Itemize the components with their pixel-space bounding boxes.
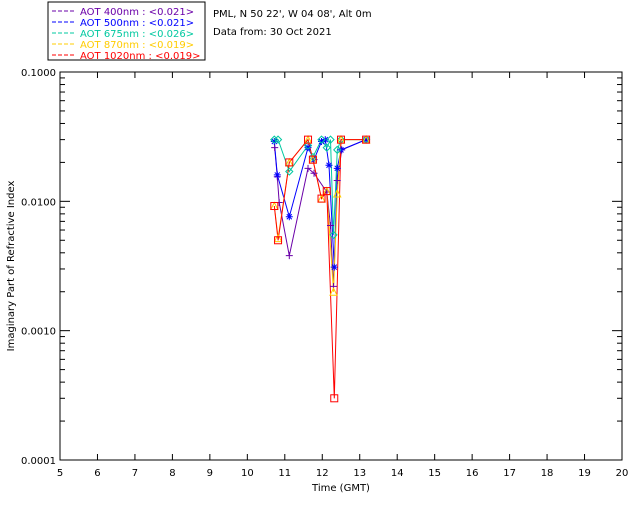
x-tick-label: 18: [541, 468, 554, 479]
data-point-star: [333, 164, 341, 172]
x-tick-label: 5: [57, 468, 63, 479]
y-axis-label: Imaginary Part of Refractive Index: [6, 181, 17, 352]
data-point-triangle: [273, 233, 283, 243]
data-point-square: [308, 155, 317, 164]
plot-frame: [59, 71, 623, 461]
y-tick-label: 0.0100: [21, 197, 56, 208]
data-point-square: [362, 135, 371, 144]
data-point-plus: [327, 222, 335, 230]
x-tick-label: 20: [616, 468, 629, 479]
plot-area: 5 6 7 8 9 10 11 12 13 14 15 16 17 18 19 20 0.0001 0.0010…: [21, 68, 628, 479]
data-point-triangle: [332, 188, 342, 198]
x-axis-label: Time (GMT): [311, 483, 370, 494]
y-axis: 0.0001 0.0010 0.0100 0.1000: [21, 68, 622, 467]
series-line-1: [274, 139, 367, 287]
data-point-plus: [285, 252, 293, 260]
data-point-diamond: [270, 135, 279, 144]
data-point-square: [330, 394, 339, 403]
data-point-star: [304, 144, 312, 152]
x-tick-label: 14: [391, 468, 404, 479]
data-point-diamond: [317, 135, 326, 144]
data-point-square: [304, 135, 313, 144]
data-point-plus: [333, 176, 341, 184]
data-point-plus: [304, 164, 312, 172]
data-point-star: [318, 138, 326, 146]
data-point-star: [270, 138, 278, 146]
data-point-square: [274, 236, 283, 245]
data-point-star: [325, 161, 333, 169]
x-tick-label: 8: [169, 468, 175, 479]
x-tick-label: 9: [207, 468, 213, 479]
data-point-star: [285, 213, 293, 221]
y-tick-label: 0.1000: [21, 68, 56, 79]
x-axis: 5 6 7 8 9 10 11 12 13 14 15 16 17 18 19 20: [57, 72, 629, 479]
location-label: PML, N 50 22', W 04 08', Alt 0m: [213, 9, 372, 20]
legend-label: AOT 870nm : <0.019>: [80, 40, 194, 51]
data-point-diamond: [303, 141, 313, 150]
x-tick-label: 11: [278, 468, 291, 479]
data-point-diamond: [285, 167, 294, 176]
legend: AOT 400nm : <0.021>AOT 500nm : <0.021>AO…: [47, 1, 206, 62]
x-tick-label: 19: [578, 468, 591, 479]
x-tick-label: 6: [94, 468, 100, 479]
series-line-3: [274, 138, 367, 235]
x-tick-label: 12: [316, 468, 329, 479]
data-point-star: [362, 136, 370, 144]
x-tick-label: 13: [353, 468, 366, 479]
y-tick-label: 0.0001: [21, 456, 56, 467]
legend-label: AOT 400nm : <0.021>: [80, 7, 194, 18]
data-point-diamond: [329, 230, 338, 240]
data-point-star: [330, 263, 338, 271]
x-tick-label: 17: [503, 468, 516, 479]
data-point-plus: [310, 169, 318, 177]
data-point-diamond: [326, 135, 335, 144]
series-lines: [273, 138, 367, 399]
legend-label: AOT 500nm : <0.021>: [80, 18, 194, 29]
data-point-diamond: [273, 135, 283, 144]
data-point-plus: [271, 144, 279, 152]
legend-label: AOT 675nm : <0.026>: [80, 29, 194, 40]
x-tick-label: 7: [132, 468, 138, 479]
x-tick-label: 16: [466, 468, 479, 479]
data-point-diamond: [333, 145, 342, 155]
x-tick-label: 10: [241, 468, 254, 479]
y-tick-label: 0.0010: [21, 327, 56, 338]
data-point-square: [322, 187, 331, 196]
data-point-square: [337, 135, 345, 144]
data-point-star: [273, 171, 281, 179]
data-point-square: [317, 194, 326, 203]
date-label: Data from: 30 Oct 2021: [213, 27, 332, 38]
series-markers: [270, 135, 371, 403]
data-point-square: [285, 158, 294, 167]
data-point-diamond: [322, 143, 331, 152]
x-tick-label: 15: [428, 468, 441, 479]
legend-label: AOT 1020nm : <0.019>: [80, 51, 200, 62]
data-point-square: [270, 202, 279, 211]
series-line-5: [273, 138, 367, 399]
data-point-triangle: [329, 287, 338, 296]
